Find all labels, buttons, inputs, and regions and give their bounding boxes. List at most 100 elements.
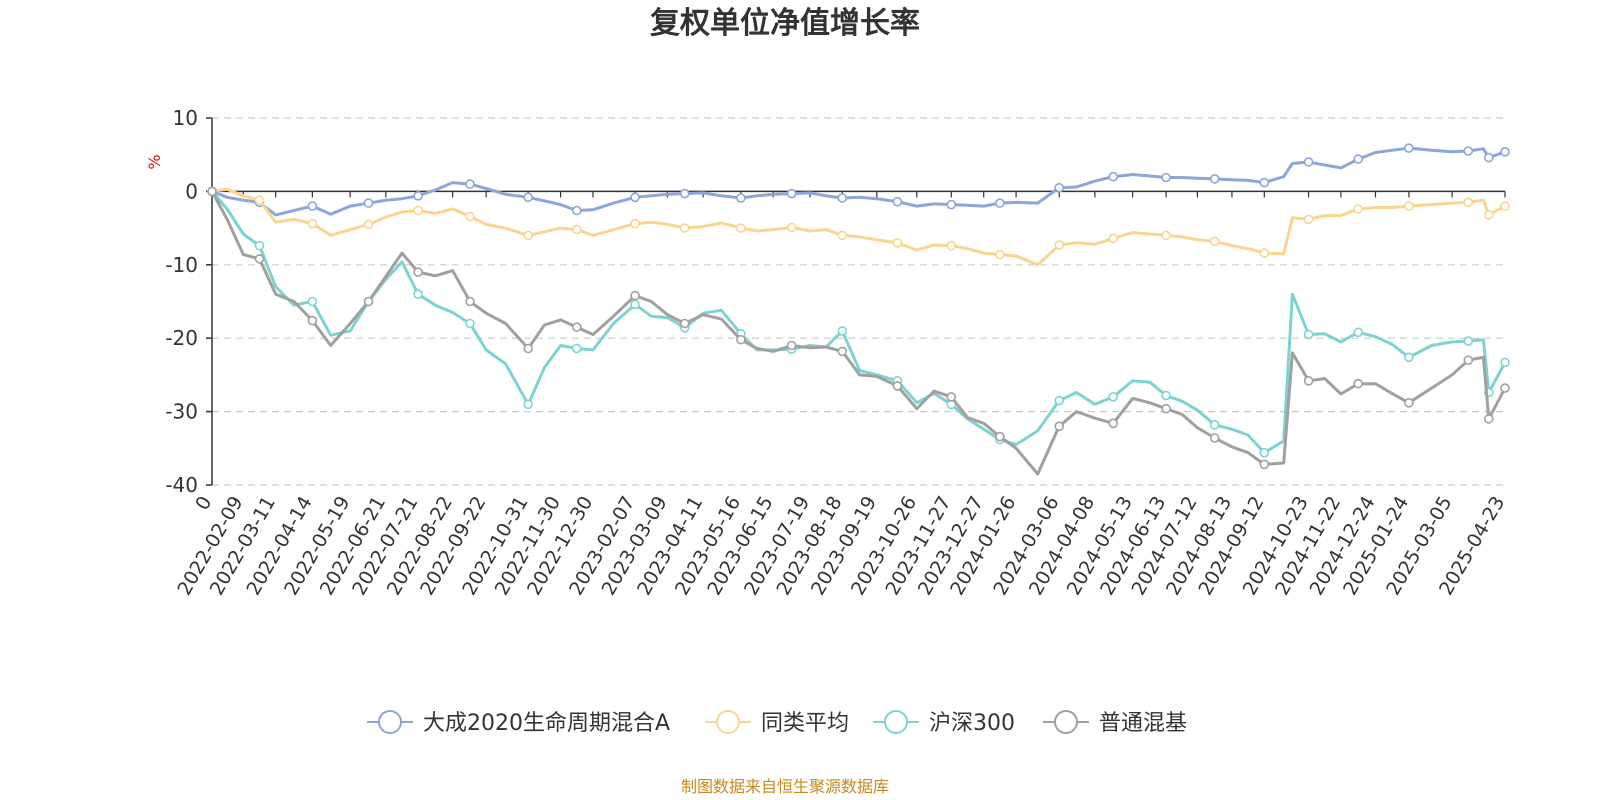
y-tick-label: -10 bbox=[165, 253, 198, 277]
data-point bbox=[1303, 375, 1314, 386]
data-point bbox=[995, 198, 1005, 208]
data-point bbox=[1108, 233, 1118, 244]
data-point bbox=[892, 238, 903, 248]
series-普通混基 bbox=[207, 186, 1510, 476]
data-point bbox=[254, 195, 265, 205]
data-point bbox=[1463, 355, 1474, 366]
data-point bbox=[630, 218, 640, 229]
legend-item[interactable]: 普通混基 bbox=[1043, 710, 1187, 736]
series-沪深300 bbox=[207, 186, 1510, 458]
data-point bbox=[736, 193, 746, 203]
y-tick-label: -20 bbox=[165, 326, 198, 350]
y-tick-label: 10 bbox=[173, 106, 198, 130]
legend-marker bbox=[884, 710, 908, 734]
data-point bbox=[307, 201, 318, 211]
series-line bbox=[210, 146, 1507, 217]
data-point bbox=[413, 289, 423, 300]
data-point bbox=[363, 296, 374, 307]
data-point bbox=[254, 254, 265, 264]
data-point bbox=[1500, 147, 1510, 157]
data-point bbox=[363, 198, 374, 208]
data-point bbox=[1404, 143, 1414, 153]
data-point bbox=[1500, 201, 1510, 211]
data-point bbox=[1054, 421, 1064, 432]
series-layer bbox=[207, 143, 1510, 476]
data-point bbox=[1259, 459, 1270, 470]
legend-label: 沪深300 bbox=[929, 711, 1015, 736]
data-point bbox=[946, 392, 957, 402]
grid-lines bbox=[212, 117, 1505, 486]
data-point bbox=[1161, 230, 1171, 241]
data-point bbox=[1209, 174, 1220, 184]
data-point bbox=[679, 318, 690, 329]
x-tick-label: 0 bbox=[191, 493, 216, 514]
data-point bbox=[1259, 447, 1270, 458]
chart-title: 复权单位净值增长率 bbox=[650, 6, 920, 41]
series-大成2020生命周期混合A bbox=[207, 143, 1510, 217]
data-point bbox=[1484, 210, 1494, 220]
data-point bbox=[995, 249, 1005, 260]
data-point bbox=[413, 267, 423, 277]
data-point bbox=[307, 218, 318, 229]
data-point bbox=[679, 188, 690, 199]
data-point bbox=[465, 179, 475, 189]
data-point bbox=[1404, 397, 1414, 408]
data-point bbox=[1054, 240, 1064, 250]
data-point bbox=[523, 399, 534, 410]
data-point bbox=[571, 205, 582, 216]
legend-label: 大成2020生命周期混合A bbox=[423, 711, 670, 736]
data-point bbox=[630, 192, 640, 203]
data-point bbox=[363, 219, 374, 230]
data-point bbox=[736, 334, 746, 345]
legend-item[interactable]: 沪深300 bbox=[873, 710, 1015, 736]
data-point bbox=[1353, 154, 1363, 164]
data-point bbox=[413, 205, 423, 216]
data-point bbox=[837, 193, 848, 203]
series-line bbox=[210, 187, 1507, 267]
data-source-note: 制图数据来自恒生聚源数据库 bbox=[681, 777, 889, 796]
data-point bbox=[837, 326, 848, 336]
data-point bbox=[630, 299, 640, 310]
data-point bbox=[1463, 336, 1474, 346]
data-point bbox=[1303, 329, 1314, 340]
legend-item[interactable]: 大成2020生命周期混合A bbox=[367, 710, 670, 736]
data-point bbox=[946, 199, 957, 210]
data-point bbox=[1463, 146, 1474, 156]
data-point bbox=[995, 431, 1005, 442]
data-point bbox=[571, 322, 582, 333]
data-point bbox=[786, 222, 797, 233]
data-point bbox=[1484, 152, 1494, 163]
legend[interactable]: 大成2020生命周期混合A 同类平均 沪深300 普通混基 bbox=[367, 710, 1187, 736]
data-point bbox=[465, 296, 475, 307]
data-point bbox=[571, 224, 582, 235]
data-point bbox=[523, 343, 534, 354]
data-point bbox=[254, 240, 265, 251]
data-point bbox=[1209, 433, 1220, 443]
data-point bbox=[1500, 357, 1510, 368]
data-point bbox=[1404, 352, 1414, 363]
legend-item[interactable]: 同类平均 bbox=[705, 710, 849, 736]
data-point bbox=[892, 196, 903, 207]
data-point bbox=[1463, 197, 1474, 208]
data-point bbox=[1353, 378, 1363, 389]
series-line bbox=[210, 189, 1507, 455]
data-point bbox=[786, 340, 797, 351]
y-axis-label: % bbox=[145, 154, 164, 169]
data-point bbox=[837, 230, 848, 241]
data-point bbox=[1500, 383, 1510, 393]
y-tick-label: -40 bbox=[165, 473, 198, 497]
axes: 100-10-20-30-4002022-02-092022-03-112022… bbox=[165, 106, 1509, 599]
data-point bbox=[1108, 418, 1118, 429]
data-point bbox=[465, 318, 475, 329]
data-point bbox=[786, 188, 797, 199]
data-point bbox=[1259, 177, 1270, 188]
data-point bbox=[679, 223, 690, 233]
data-point bbox=[307, 315, 318, 326]
data-point bbox=[1303, 157, 1314, 167]
legend-marker bbox=[378, 710, 402, 734]
data-point bbox=[1161, 403, 1171, 414]
data-point bbox=[1161, 172, 1171, 183]
data-point bbox=[1209, 419, 1220, 430]
y-tick-label: 0 bbox=[185, 179, 198, 203]
data-point bbox=[1054, 182, 1064, 193]
